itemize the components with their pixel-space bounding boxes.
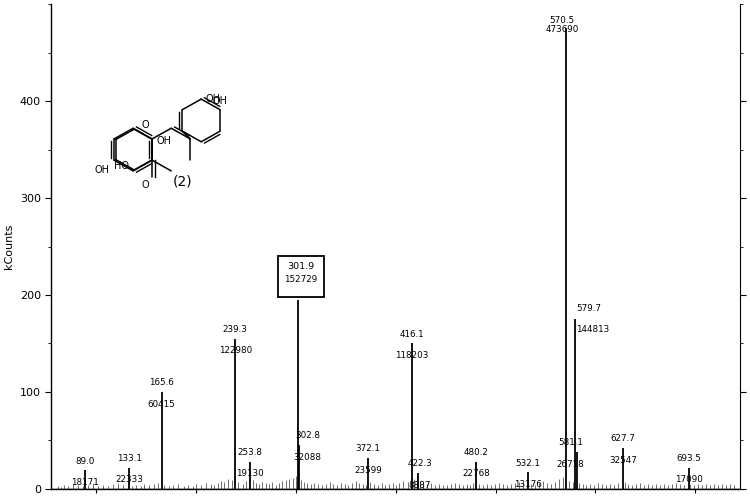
Text: 570.5: 570.5 xyxy=(550,16,574,25)
Text: 165.6: 165.6 xyxy=(149,378,174,387)
Text: 473690: 473690 xyxy=(545,25,579,34)
Text: 32547: 32547 xyxy=(609,456,637,465)
Text: 372.1: 372.1 xyxy=(356,444,380,453)
Text: 122980: 122980 xyxy=(219,346,252,355)
Text: 19130: 19130 xyxy=(236,470,264,479)
Text: 253.8: 253.8 xyxy=(237,448,262,457)
Text: 23599: 23599 xyxy=(354,466,382,475)
Text: 118203: 118203 xyxy=(395,351,428,360)
Text: 301.9: 301.9 xyxy=(287,262,314,271)
Text: 480.2: 480.2 xyxy=(464,448,488,457)
Text: 89.0: 89.0 xyxy=(76,457,95,466)
Text: (2): (2) xyxy=(172,175,192,189)
Text: 26718: 26718 xyxy=(556,460,584,469)
Text: 627.7: 627.7 xyxy=(610,434,635,443)
Text: 133.1: 133.1 xyxy=(117,454,142,463)
Text: 239.3: 239.3 xyxy=(223,325,248,334)
Text: 152729: 152729 xyxy=(284,274,317,283)
Text: O: O xyxy=(142,120,149,130)
Text: 18171: 18171 xyxy=(71,478,99,487)
Text: 422.3: 422.3 xyxy=(408,460,433,469)
Text: 581.1: 581.1 xyxy=(558,438,583,447)
Text: 32088: 32088 xyxy=(294,453,322,462)
Text: 144813: 144813 xyxy=(576,325,610,334)
Text: 693.5: 693.5 xyxy=(676,454,701,463)
Text: 22768: 22768 xyxy=(462,470,490,479)
Text: 416.1: 416.1 xyxy=(400,329,424,339)
Text: OH: OH xyxy=(94,165,110,175)
Text: 532.1: 532.1 xyxy=(515,459,540,468)
Text: OH: OH xyxy=(156,136,171,146)
Bar xyxy=(278,256,324,297)
Text: HO: HO xyxy=(114,161,129,171)
Text: 579.7: 579.7 xyxy=(576,304,602,313)
Text: O: O xyxy=(142,180,149,190)
Text: 13176: 13176 xyxy=(514,480,542,489)
Text: OH: OH xyxy=(213,96,228,106)
Text: 22333: 22333 xyxy=(116,475,143,484)
Text: 8887: 8887 xyxy=(409,481,431,490)
Text: 17090: 17090 xyxy=(675,475,703,484)
Text: 60415: 60415 xyxy=(148,400,176,409)
Y-axis label: kCounts: kCounts xyxy=(4,224,14,269)
Text: OH: OH xyxy=(206,94,220,104)
Text: 302.8: 302.8 xyxy=(296,431,320,440)
